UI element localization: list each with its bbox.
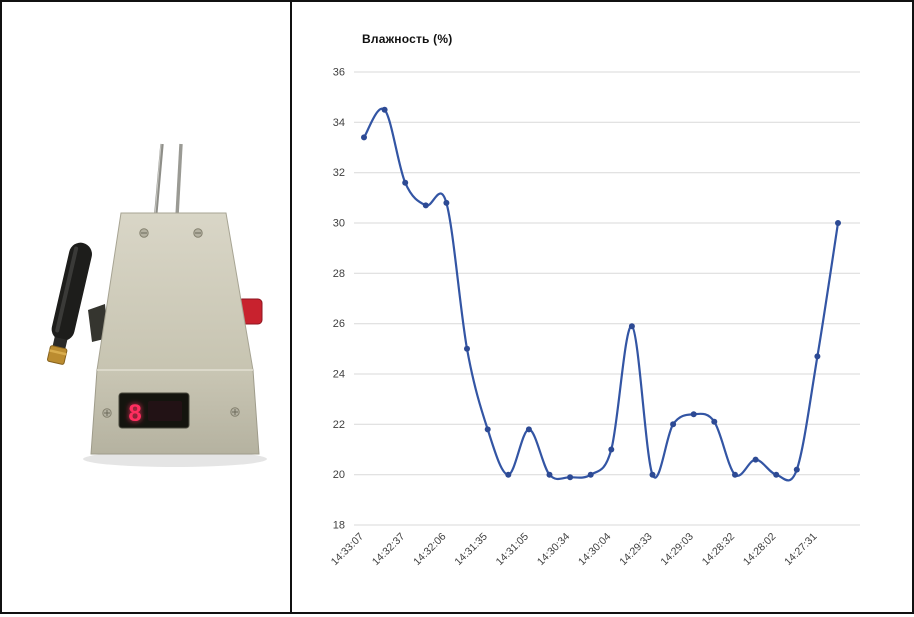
chart-panel: Влажность (%) 18 20 22 24 26 28 30 32 34 36 14:33:…: [292, 2, 912, 612]
data-point-marker: [567, 474, 574, 481]
antenna: [47, 242, 92, 365]
svg-text:14:28:02: 14:28:02: [741, 531, 778, 568]
data-point-marker: [711, 418, 718, 425]
svg-text:20: 20: [333, 469, 345, 481]
screw-front-right: [230, 407, 240, 417]
data-point-marker: [649, 471, 656, 478]
svg-text:26: 26: [333, 318, 345, 330]
antenna-highlight: [55, 246, 79, 333]
data-point-marker: [587, 471, 594, 478]
svg-text:14:28:32: 14:28:32: [700, 531, 737, 568]
svg-text:14:31:35: 14:31:35: [452, 531, 489, 568]
data-point-marker: [670, 421, 677, 428]
svg-text:28: 28: [333, 268, 345, 280]
device-photo: 8: [47, 143, 267, 467]
svg-text:14:32:06: 14:32:06: [411, 531, 448, 568]
chart-title: Влажность (%): [362, 32, 453, 46]
screw-top-right: [193, 228, 203, 238]
svg-text:14:27:31: 14:27:31: [782, 531, 819, 568]
svg-text:14:32:37: 14:32:37: [370, 531, 407, 568]
data-point-marker: [835, 220, 841, 226]
svg-text:22: 22: [333, 419, 345, 431]
svg-text:14:29:03: 14:29:03: [658, 531, 695, 568]
data-point-marker: [690, 411, 697, 418]
data-point-marker: [608, 446, 615, 453]
svg-text:32: 32: [333, 167, 345, 179]
data-point-marker: [793, 466, 800, 473]
data-point-marker: [402, 179, 409, 186]
data-point-marker: [773, 471, 780, 478]
data-point-marker: [525, 426, 532, 433]
data-point-marker: [814, 353, 821, 360]
svg-text:30: 30: [333, 218, 345, 230]
data-point-marker: [484, 426, 491, 433]
data-point-marker: [361, 134, 367, 141]
svg-text:14:30:34: 14:30:34: [535, 531, 572, 568]
data-point-marker: [464, 345, 470, 352]
led-display: 8: [118, 392, 190, 429]
data-point-marker: [752, 456, 759, 463]
svg-text:24: 24: [333, 369, 345, 381]
device-shadow: [83, 451, 267, 467]
led-unlit-segments: [148, 401, 182, 421]
device-photo-panel: 8: [2, 2, 292, 612]
led-digit: 8: [128, 400, 141, 427]
svg-text:36: 36: [333, 67, 345, 79]
data-point-marker: [505, 471, 512, 478]
data-point-marker: [381, 106, 388, 113]
svg-text:14:30:04: 14:30:04: [576, 531, 613, 568]
data-point-marker: [628, 323, 635, 330]
device-body-top: [96, 212, 254, 371]
svg-text:14:29:33: 14:29:33: [617, 531, 654, 568]
data-point-marker: [732, 471, 738, 478]
data-point-marker: [422, 202, 429, 209]
svg-text:14:33:07: 14:33:07: [329, 531, 366, 568]
sma-thread: [49, 349, 67, 356]
screw-top-left: [139, 228, 149, 238]
svg-text:14:31:05: 14:31:05: [494, 531, 531, 568]
svg-text:34: 34: [333, 117, 345, 129]
screw-front-left: [102, 408, 112, 418]
data-point-marker: [443, 199, 450, 206]
data-point-marker: [546, 471, 553, 478]
svg-text:18: 18: [333, 520, 345, 532]
